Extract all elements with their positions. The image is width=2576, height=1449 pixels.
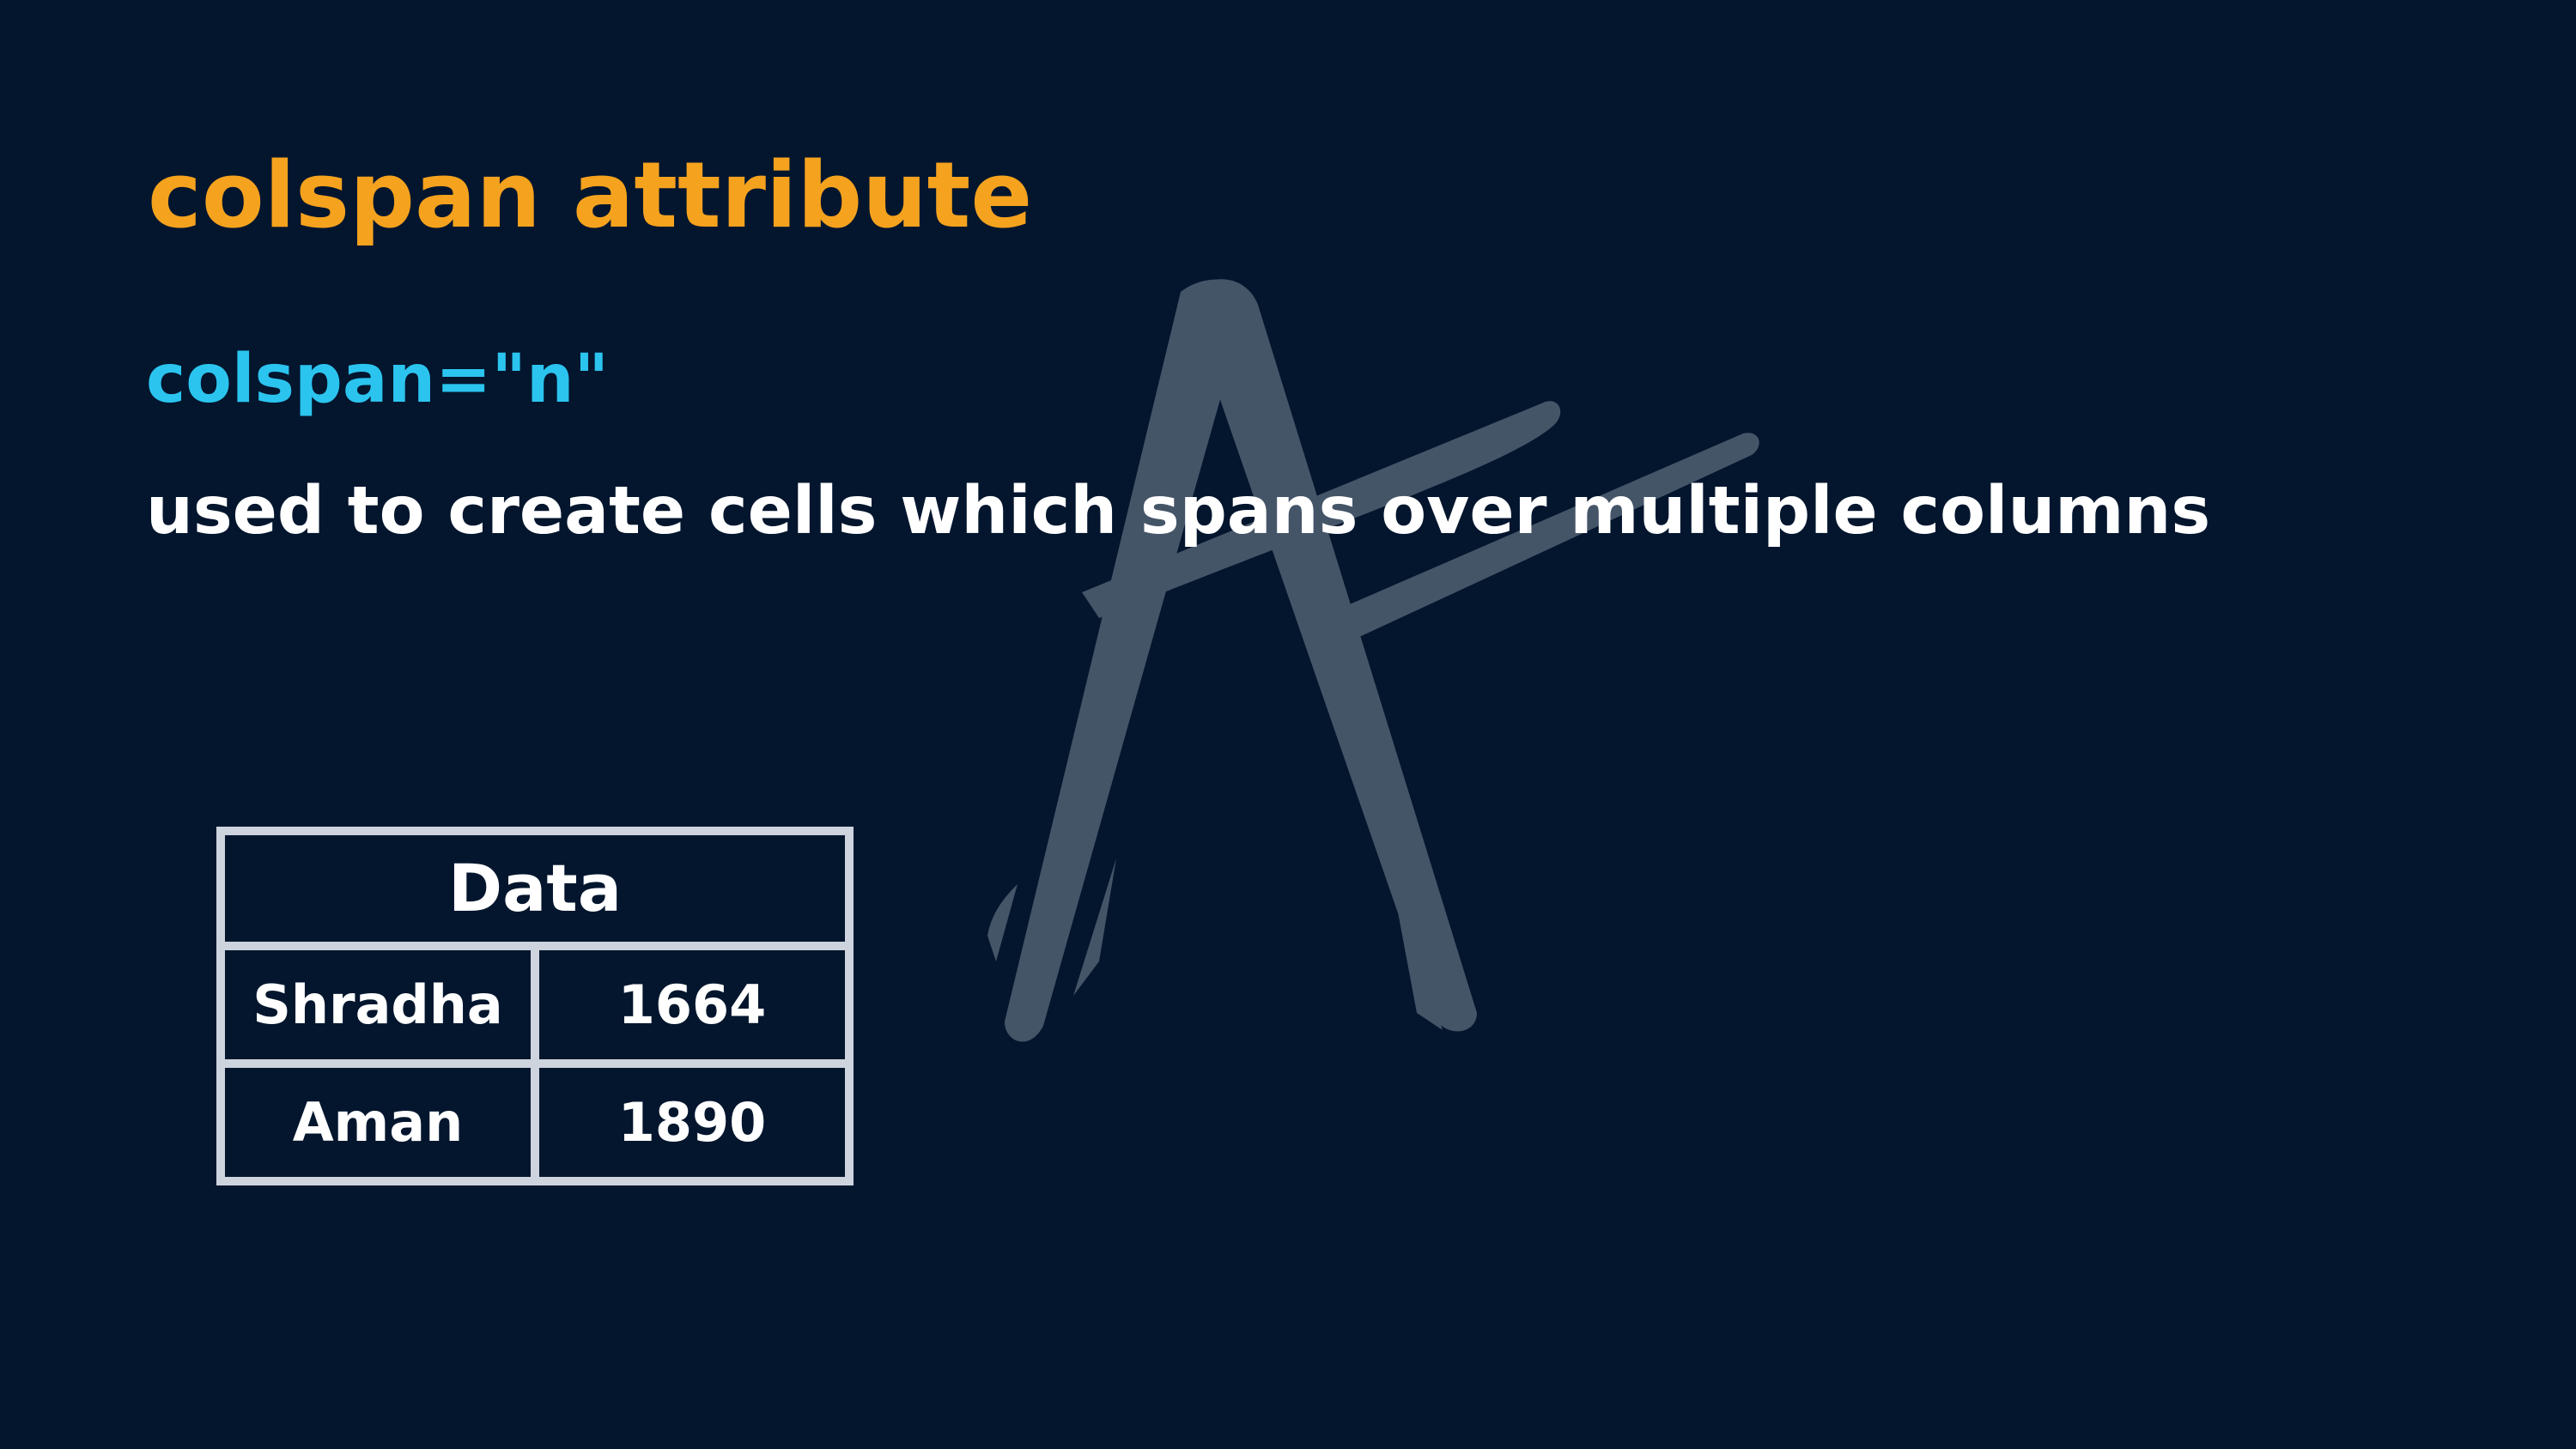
slide-title: colspan attribute <box>148 142 1033 248</box>
slide-description: used to create cells which spans over mu… <box>146 473 2211 549</box>
table-header-row: Data <box>225 835 845 942</box>
syntax-code: colspan="n" <box>146 341 610 418</box>
table-cell-name: Shradha <box>225 949 531 1059</box>
table-cell-name: Aman <box>225 1067 531 1177</box>
demo-table: Data Shradha 1664 Aman 1890 <box>216 827 854 1185</box>
table-row: Shradha 1664 <box>225 949 845 1059</box>
table-row: Aman 1890 <box>225 1067 845 1177</box>
table-header-cell: Data <box>225 835 845 942</box>
table-cell-value: 1664 <box>539 949 845 1059</box>
watermark-logo <box>987 279 1759 1042</box>
table-cell-value: 1890 <box>539 1067 845 1177</box>
